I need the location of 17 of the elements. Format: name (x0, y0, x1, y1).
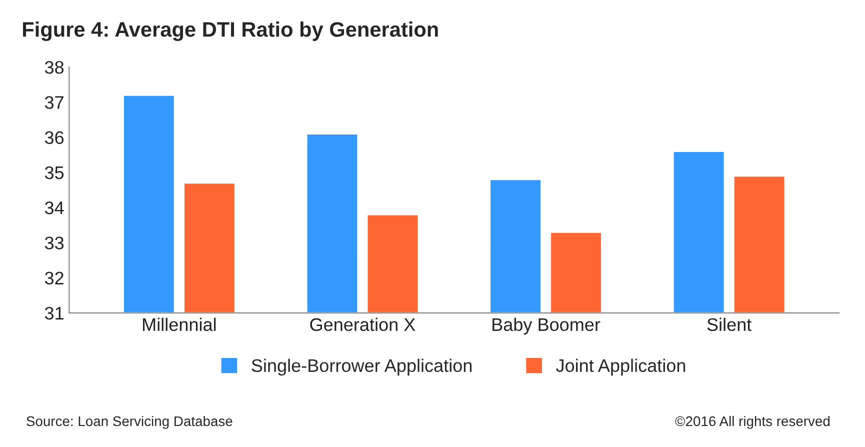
y-tick-label: 33 (44, 236, 64, 250)
y-tick-label: 36 (44, 131, 64, 144)
x-tick-label: Generation X (310, 318, 416, 332)
legend-label: Single-Borrower Application (252, 358, 472, 376)
y-tick-label: 31 (44, 306, 64, 320)
chart-title: Figure 4: Average DTI Ratio by Generation (23, 22, 438, 42)
y-tick-label: 32 (44, 272, 64, 284)
y-tick-label: 38 (44, 60, 64, 74)
x-tick-label: Baby Boomer (492, 318, 600, 335)
x-tick-label: Silent (707, 318, 752, 332)
x-tick-label: Millennial (143, 318, 216, 332)
legend-label: Joint Application (556, 358, 686, 376)
text: ©2016 All rights reserved (675, 416, 830, 429)
y-tick-label: 35 (44, 166, 64, 180)
source-note: Source: Loan Servicing Database (26, 416, 232, 429)
y-tick-label: 34 (44, 201, 64, 214)
y-tick-label: 37 (44, 96, 64, 109)
